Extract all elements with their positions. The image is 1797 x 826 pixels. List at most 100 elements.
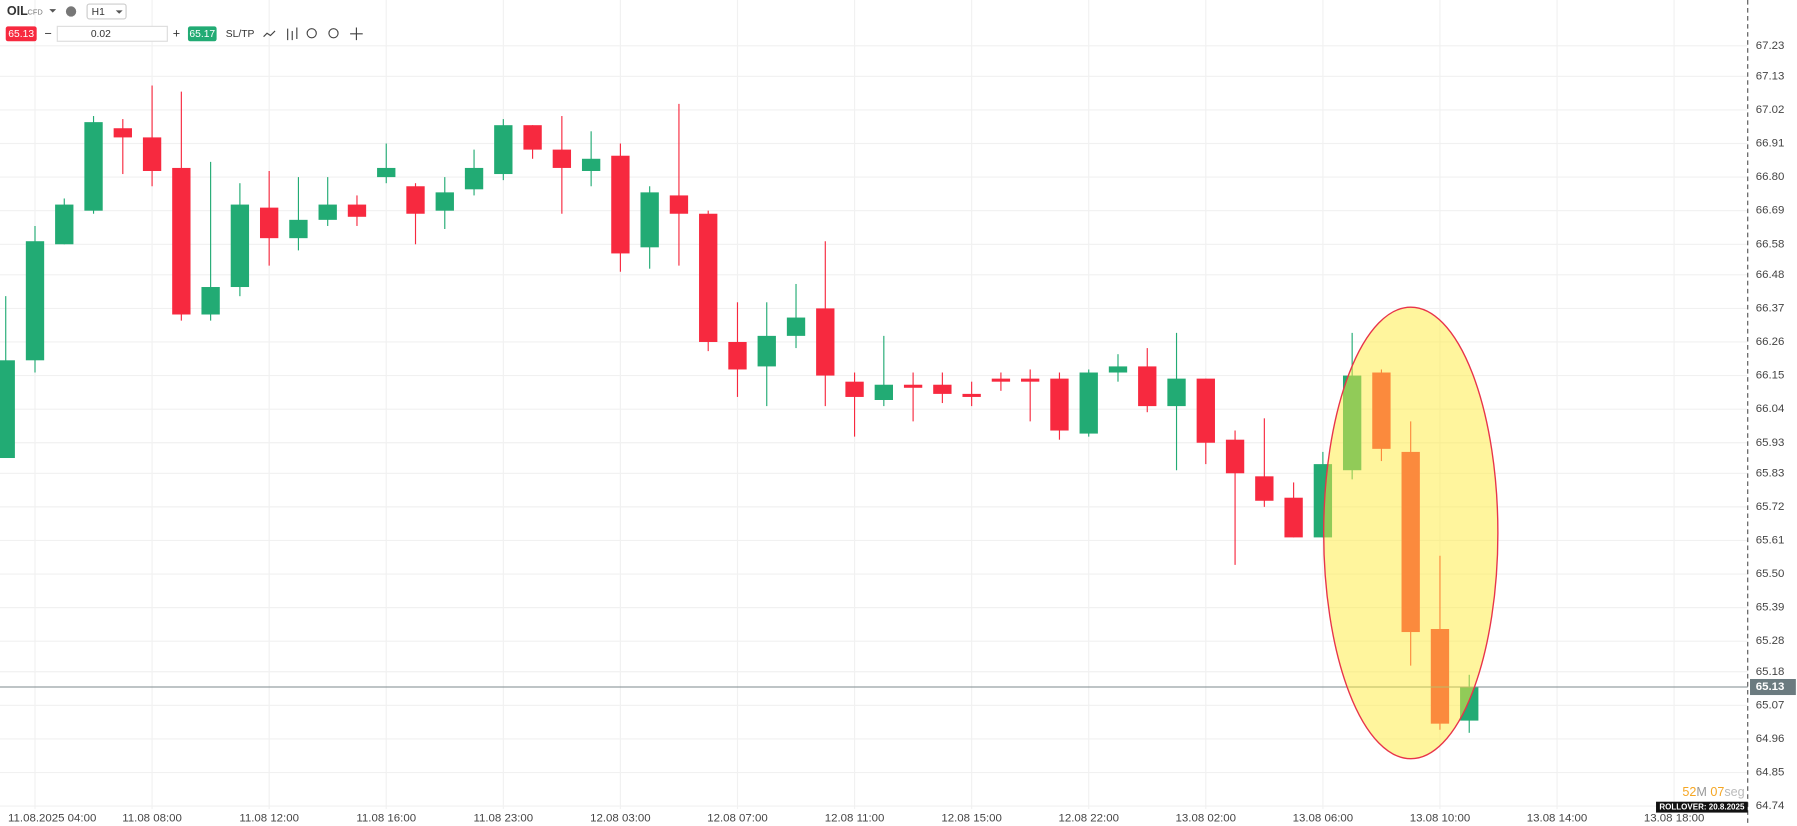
candle-body	[523, 125, 542, 150]
candle-body	[816, 308, 835, 376]
x-tick-label: 12.08 07:00	[707, 812, 768, 824]
lot-minus[interactable]: −	[44, 27, 51, 41]
y-tick-label: 66.37	[1756, 302, 1785, 314]
candle-body	[347, 204, 367, 217]
candle-body	[962, 393, 981, 397]
buy-button[interactable]	[187, 26, 217, 42]
candle-body	[640, 192, 659, 248]
candle-body	[289, 219, 308, 239]
candle-body	[1225, 439, 1245, 474]
y-tick-label: 66.91	[1756, 138, 1785, 150]
x-tick-label: 12.08 15:00	[941, 812, 1002, 824]
countdown-minutes-unit: M	[1696, 785, 1706, 799]
candle-body	[611, 155, 630, 254]
timeframe-select[interactable]	[86, 3, 127, 20]
toolbar: OIL CFD H1 65.13 − 0.02 + 65.17 SL/TP	[5, 3, 363, 42]
candle-body	[230, 204, 250, 288]
x-tick-label: 11.08 23:00	[473, 812, 533, 824]
y-tick-label: 66.04	[1756, 403, 1785, 415]
y-tick-label: 65.61	[1756, 534, 1785, 546]
lot-plus[interactable]: +	[173, 27, 180, 41]
symbol-dropdown[interactable]	[49, 9, 57, 13]
candle-body	[142, 137, 162, 171]
lot-input[interactable]	[56, 25, 168, 42]
current-price-badge	[1750, 678, 1796, 696]
candle-body	[991, 378, 1011, 382]
price-axis: 64.74 64.85 64.96 65.07 65.18 65.28 65.39 65.50…	[8, 40, 1796, 824]
rollover-badge	[1656, 801, 1748, 813]
y-tick-label: 65.28	[1756, 635, 1785, 647]
y-tick-label: 66.26	[1756, 336, 1785, 348]
candle-body	[1255, 476, 1274, 501]
candle-body	[728, 341, 747, 370]
y-tick-label: 66.15	[1756, 370, 1785, 382]
instrument-type: CFD	[28, 8, 44, 17]
x-tick-label: 13.08 14:00	[1527, 812, 1588, 824]
candle-body	[933, 384, 952, 394]
candle-chart-icon[interactable]	[287, 27, 298, 41]
x-tick-label: 12.08 22:00	[1058, 812, 1119, 824]
y-tick-label: 64.74	[1756, 800, 1785, 812]
timeframe: H1	[92, 7, 105, 18]
zoom-in-icon[interactable]	[328, 28, 339, 39]
y-tick-label: 65.50	[1756, 568, 1785, 580]
y-tick-label: 64.96	[1756, 733, 1785, 745]
y-tick-label: 65.93	[1756, 437, 1785, 449]
candle-body	[874, 384, 893, 400]
candle-body	[259, 207, 279, 239]
candle-body	[84, 122, 103, 211]
buy-price: 65.17	[189, 29, 215, 40]
highlight-ellipse	[1322, 306, 1499, 760]
y-tick-label: 67.13	[1756, 70, 1785, 82]
candle-body	[552, 149, 572, 168]
candle-body	[1196, 378, 1215, 443]
grid	[0, 0, 1748, 810]
candle-body	[201, 287, 220, 315]
y-tick-label: 65.72	[1756, 501, 1785, 513]
candle-body	[699, 213, 718, 342]
countdown-seconds-unit: seg	[1724, 785, 1744, 799]
x-tick-label: 11.08.2025 04:00	[8, 812, 96, 824]
y-tick-label: 65.18	[1756, 666, 1785, 678]
candle-body	[435, 192, 454, 211]
candle-body	[0, 360, 15, 459]
candle-body	[406, 186, 425, 214]
y-tick-label: 65.39	[1756, 602, 1785, 614]
candle-body	[1108, 366, 1128, 373]
candle-body	[494, 125, 513, 175]
y-tick-label: 67.23	[1756, 40, 1785, 52]
candle-body	[786, 317, 806, 336]
candle-body	[845, 381, 864, 397]
candle-body	[757, 335, 776, 367]
crosshair-icon[interactable]	[350, 27, 363, 41]
x-tick-label: 11.08 12:00	[239, 812, 299, 824]
sell-button[interactable]	[5, 26, 37, 42]
y-tick-label: 66.58	[1756, 238, 1785, 250]
candle-body	[1284, 497, 1303, 538]
x-tick-label: 12.08 03:00	[590, 812, 651, 824]
candle-body	[581, 158, 601, 171]
candle-body	[1167, 378, 1186, 407]
x-tick-label: 13.08 02:00	[1176, 812, 1237, 824]
x-tick-label: 13.08 18:00	[1644, 812, 1705, 824]
candle-body	[1079, 372, 1098, 434]
sltp-button[interactable]: SL/TP	[226, 29, 255, 40]
zoom-out-icon[interactable]	[306, 28, 317, 39]
info-icon[interactable]	[65, 6, 77, 17]
candle-body	[669, 195, 689, 214]
candle-body	[25, 241, 45, 361]
timeframe-caret	[115, 10, 123, 14]
x-tick-label: 12.08 11:00	[825, 812, 885, 824]
symbol[interactable]: OIL	[7, 4, 28, 18]
rollover: ROLLOVER: 20.8.2025	[1659, 803, 1745, 812]
line-chart-icon[interactable]	[263, 30, 276, 38]
y-tick-label: 66.80	[1756, 171, 1785, 183]
sell-price: 65.13	[8, 29, 34, 40]
y-tick-label: 66.69	[1756, 205, 1785, 217]
y-tick-label: 65.07	[1756, 699, 1785, 711]
y-tick-label: 66.48	[1756, 269, 1785, 281]
candle-body	[1021, 378, 1040, 382]
current-price-label: 65.13	[1756, 681, 1785, 693]
